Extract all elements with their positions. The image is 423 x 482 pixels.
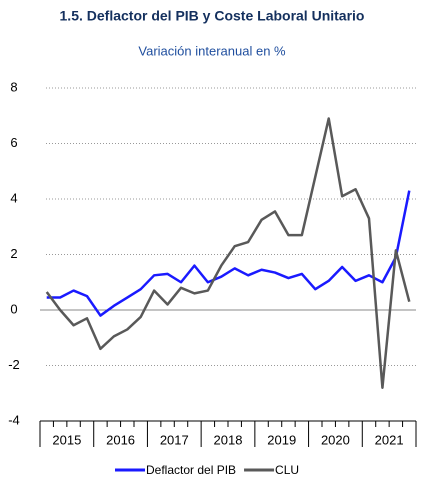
x-tick-label: 2020 <box>321 432 350 447</box>
x-tick-label: 2019 <box>267 432 296 447</box>
x-tick-label: 2017 <box>160 432 189 447</box>
y-tick-label: 4 <box>10 190 17 205</box>
y-tick-label: 2 <box>10 246 17 261</box>
y-tick-label: 8 <box>10 79 17 94</box>
x-tick-label: 2018 <box>214 432 243 447</box>
chart-subtitle: Variación interanual en % <box>138 43 286 58</box>
x-tick-label: 2016 <box>106 432 135 447</box>
series-line <box>45 117 411 389</box>
legend-label: CLU <box>275 463 299 477</box>
y-tick-label: 0 <box>10 301 17 316</box>
x-tick-label: 2015 <box>52 432 81 447</box>
y-tick-label: 6 <box>10 135 17 150</box>
chart-title: 1.5. Deflactor del PIB y Coste Laboral U… <box>60 8 365 24</box>
series-line <box>46 190 411 317</box>
x-tick-label: 2021 <box>375 432 404 447</box>
legend-label: Deflactor del PIB <box>146 463 236 477</box>
y-tick-label: -4 <box>8 412 20 427</box>
y-tick-label: -2 <box>8 357 20 372</box>
